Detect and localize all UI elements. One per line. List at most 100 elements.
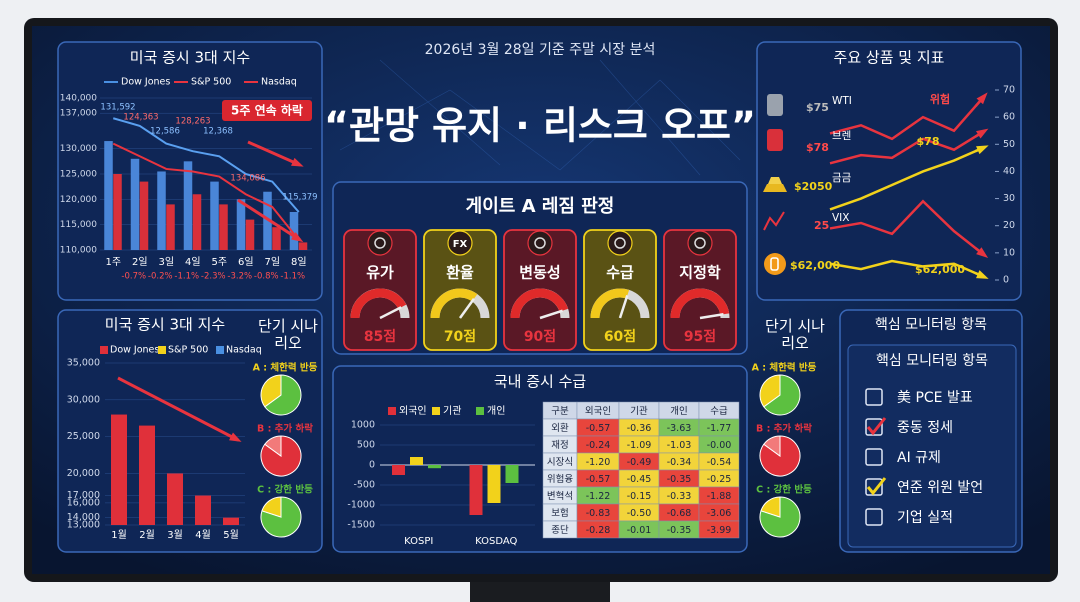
bar [392,465,405,475]
cell-text: -3.99 [707,525,732,536]
gauge-label: 유가 [366,264,394,282]
gauge-value [350,288,407,319]
checkbox [865,448,883,466]
y-tick-label: 30,000 [67,394,100,405]
change-label: -2.3% [201,272,226,282]
series-name: VIX [832,212,849,224]
y-tick-label: -1500 [347,520,375,531]
cell-text: -0.36 [627,423,652,434]
y-tick-label: 13,000 [67,520,100,531]
bar [167,473,183,525]
pie-slice [760,496,781,518]
header-text: 개인 [670,406,687,417]
y-tick-label: 115,000 [60,220,97,230]
cell-text: -1.09 [627,440,652,451]
gauge-value-label: 70점 [444,328,476,345]
x-tick-label: 3월 [167,529,183,541]
series-value: $75 [806,101,829,114]
line [829,145,986,211]
checkbox [865,418,883,436]
bar [410,457,423,465]
x-tick-label: 5주 [211,257,227,268]
badge [222,100,312,121]
bar [487,465,501,503]
arrow-head [229,432,242,442]
change-label: -0.7% [121,272,146,282]
bar [289,212,299,250]
arrow-head [976,145,989,155]
subtitle: 2026년 3월 28일 기준 주말 시장 분석 [425,42,656,58]
pie-slice [763,435,781,457]
bar [195,495,211,525]
bar [183,161,193,250]
gauge-icon [527,230,553,256]
headline: “관망 유지 · 리스크 오프” [324,104,756,148]
series-value: $62,000 [790,259,840,272]
cell-text: -0.45 [627,474,652,485]
gauge-needle [539,309,563,320]
y-tick-label: 0 [369,460,375,471]
gauge-value [430,288,478,319]
legend-swatch [476,407,484,415]
y-tick-label: 125,000 [60,170,97,180]
pie-slice [260,374,282,408]
y2-tick-label: 30 [1003,193,1015,204]
pie-slice [763,374,801,416]
header-text: 수급 [710,406,728,417]
y-tick-label: 140,000 [60,94,97,104]
box-title: 핵심 모니터링 항목 [876,353,988,369]
cell-text: -0.57 [586,474,611,485]
scenario-title-text: 단기 시나리오 [765,318,825,352]
scenario-title: 단기 시나리오 [765,318,825,352]
panel [756,41,1022,301]
y2-tick-label: 50 [1003,139,1015,150]
gauge-label: 환율 [446,264,474,282]
panel-title: 미국 증시 3대 지수 [130,49,250,67]
point-label: 134,086 [230,174,265,184]
y-tick-label: -500 [353,480,375,491]
change-label: -0.2% [148,272,173,282]
network-lines [339,59,741,176]
scenario-label: A : 체한력 반등 [752,362,817,374]
x-tick-label: 6일 [238,256,254,268]
checkbox [865,508,883,526]
cell-text: 시장식 [547,457,573,468]
bar [139,181,149,250]
gauge-value [670,288,730,319]
cell [698,520,740,539]
icon-glyph [694,237,706,249]
legend-label: 기관 [443,405,461,417]
legend-label: S&P 500 [168,345,208,356]
cell-text: -0.25 [707,474,732,485]
change-label: -0.8% [254,272,279,282]
icon-glyph [374,237,386,249]
series-value: $78 [806,141,829,154]
gauge-icon [607,230,633,256]
point-label: 12,586 [150,127,180,137]
check-mark [866,477,887,496]
cell-text: -0.28 [586,525,611,536]
panel-title: 게이트 A 레짐 판정 [466,196,615,217]
scenario-label: A : 체한력 반등 [253,362,318,374]
gauge-value [510,288,569,319]
bar [298,242,308,250]
checkbox [865,478,883,496]
arrow-line [237,198,301,242]
scenario-label: B : 추가 하락 [756,423,812,435]
bar [236,199,246,250]
change-label: -1.1% [174,272,199,282]
x-tick-label: 7일 [264,256,280,268]
legend-swatch [216,346,224,354]
cell-text: -1.88 [707,491,732,502]
cell-text: -0.15 [627,491,652,502]
cell-text: -3.06 [707,508,732,519]
cell-text: -0.54 [707,457,732,468]
y-tick-label: 16,000 [67,497,100,508]
gauge-label: 지정학 [679,264,721,282]
cell-text: -0.57 [586,423,611,434]
cell-text: -0.49 [627,457,652,468]
cell-text: -0.68 [667,508,692,519]
x-tick-label: 3일 [158,256,174,268]
